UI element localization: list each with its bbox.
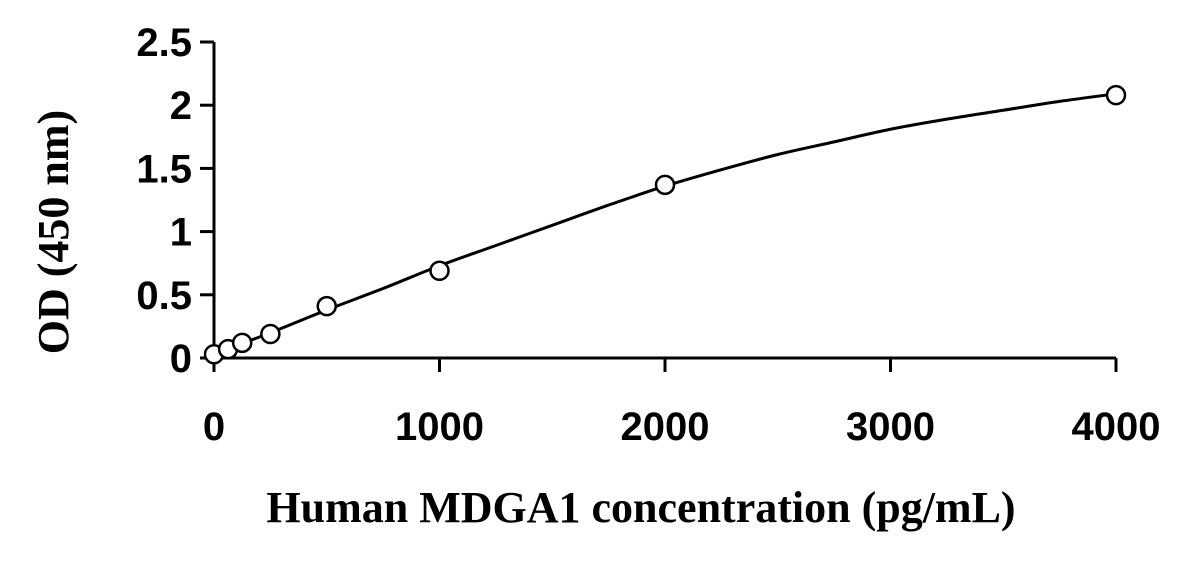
- data-point: [429, 260, 450, 282]
- data-points-layer: [203, 84, 1127, 365]
- y-tick-label: 2: [170, 84, 192, 128]
- y-tick-label: 1.5: [136, 147, 192, 191]
- x-tick-label: 0: [203, 405, 225, 449]
- y-tick-label: 1: [170, 211, 192, 255]
- y-tick-label: 2.5: [136, 21, 192, 65]
- y-tick-label: 0: [170, 337, 192, 381]
- x-tick-label: 2000: [621, 405, 710, 449]
- data-point: [231, 332, 253, 354]
- y-tick-label: 0.5: [136, 274, 192, 318]
- fit-curve-layer: [213, 92, 1117, 356]
- data-point: [316, 295, 337, 317]
- axes: 0 0.5 1 1.5 2 2.5 0 1000 2000 3000 4000: [136, 21, 1160, 449]
- x-axis-title: Human MDGA1 concentration (pg/mL): [266, 483, 1015, 532]
- x-tick-label: 3000: [846, 405, 935, 449]
- y-axis-title: OD (450 nm): [29, 110, 78, 354]
- x-tick-label: 4000: [1072, 405, 1161, 449]
- x-tick-label: 1000: [395, 405, 484, 449]
- data-point: [1105, 84, 1127, 106]
- fit-curve-line: [213, 92, 1117, 356]
- data-point: [260, 323, 281, 345]
- data-point: [654, 174, 676, 196]
